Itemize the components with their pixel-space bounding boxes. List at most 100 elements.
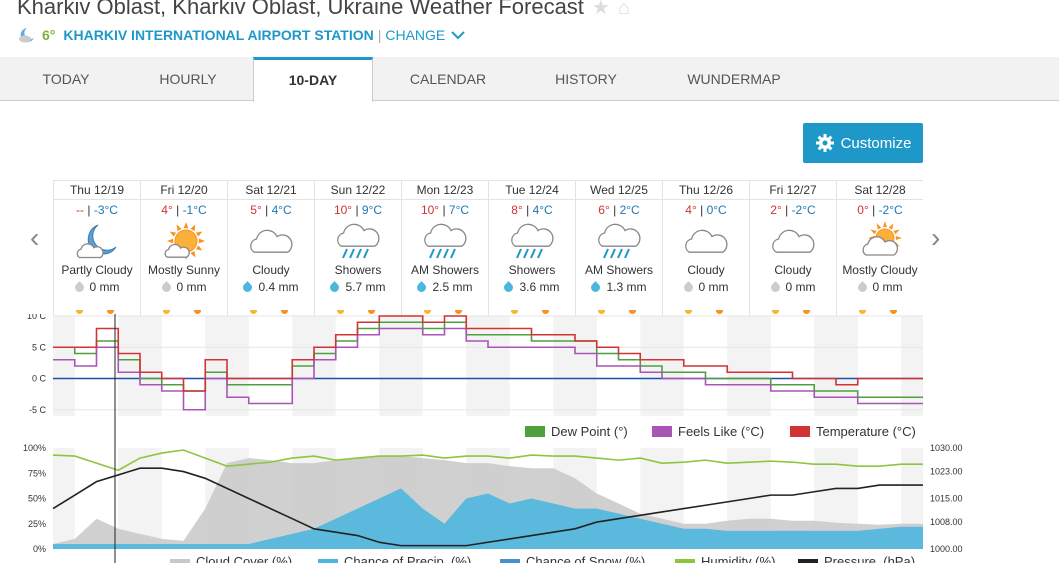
day-hi-lo: 5° | 4°C: [250, 203, 292, 217]
day-hi-lo: -- | -3°C: [76, 203, 118, 217]
station-name[interactable]: KHARKIV INTERNATIONAL AIRPORT STATION: [63, 27, 374, 43]
tab-bar: TODAY HOURLY 10-DAY CALENDAR HISTORY WUN…: [0, 57, 1059, 102]
sunrise-sunset-marks: [576, 310, 662, 316]
day-condition: Mostly Cloudy: [842, 263, 918, 277]
night-band: [901, 316, 923, 416]
day-precip-amount: 0 mm: [176, 280, 207, 294]
day-precip: 0 mm: [141, 280, 227, 295]
pressure-line: [52, 467, 923, 547]
night-band: [140, 448, 162, 549]
raindrop-icon: [328, 281, 342, 295]
cloudy-icon: [685, 229, 728, 253]
day-condition: Cloudy: [774, 263, 812, 277]
next-days-chevron-right-icon[interactable]: ›: [931, 222, 941, 253]
legend-swatch: [170, 558, 190, 563]
day-precip-amount: 0 mm: [872, 280, 903, 294]
day-hi-lo: 8° | 4°C: [511, 203, 553, 217]
day-date: Sat 12/28: [837, 181, 923, 200]
day-precip-amount: 5.7 mm: [345, 280, 386, 294]
legend-precip[interactable]: Chance of Precip. (%): [318, 554, 471, 563]
change-station-link[interactable]: CHANGE: [385, 27, 446, 43]
sunset-icon: [281, 310, 289, 314]
day-high: 5°: [250, 203, 262, 217]
legend-cloud-cover[interactable]: Cloud Cover (%): [170, 554, 292, 563]
raindrop-icon: [241, 281, 255, 295]
day-precip-amount: 0 mm: [698, 280, 729, 294]
chevron-down-icon[interactable]: [450, 29, 466, 41]
raindrop-icon: [768, 281, 782, 295]
raindrop-icon: [589, 281, 603, 295]
day-precip-amount: 3.6 mm: [519, 280, 560, 294]
gear-icon: [815, 134, 834, 152]
forecast-days: Thu 12/19 -- | -3°C Partly Cloudy 0 mm Fri 1…: [53, 180, 923, 317]
day-precip: 0 mm: [663, 280, 749, 295]
tab-wundermap[interactable]: WUNDERMAP: [687, 71, 781, 87]
night-band: [140, 316, 162, 416]
showers-icon: [511, 223, 554, 259]
day-column[interactable]: Thu 12/26 4° | 0°C Cloudy 0 mm: [662, 181, 749, 317]
sunrise-sunset-marks: [228, 310, 314, 316]
day-condition: AM Showers: [584, 263, 654, 277]
day-column[interactable]: Fri 12/27 2° | -2°C Cloudy 0 mm: [749, 181, 836, 317]
day-column[interactable]: Sun 12/22 10° | 9°C Showers 5.7 mm: [314, 181, 401, 317]
sunrise-icon: [249, 310, 257, 314]
day-column[interactable]: Wed 12/25 6° | 2°C AM Showers 1.3 mm: [575, 181, 662, 317]
day-low: 9°C: [361, 203, 383, 217]
sunrise-icon: [510, 310, 518, 314]
sunset-icon: [455, 310, 463, 314]
day-column[interactable]: Sat 12/28 0° | -2°C Mostly Cloudy 0 mm: [836, 181, 923, 317]
prev-days-chevron-left-icon[interactable]: ‹: [30, 222, 40, 253]
tab-history[interactable]: HISTORY: [555, 71, 617, 87]
night-band: [314, 316, 336, 416]
pressure-y-tick-label: 1000.00: [930, 544, 963, 554]
day-hi-lo: 4° | -1°C: [161, 203, 207, 217]
legend-temperature[interactable]: Temperature (°C): [790, 424, 916, 439]
day-high: 6°: [598, 203, 610, 217]
tab-hourly[interactable]: HOURLY: [159, 71, 217, 87]
legend-label: Temperature (°C): [816, 424, 916, 439]
cloudy-icon: [250, 229, 293, 253]
home-icon[interactable]: ⌂: [617, 0, 630, 19]
night-band: [575, 316, 597, 416]
day-high: 0°: [857, 203, 869, 217]
day-precip: 3.6 mm: [489, 280, 575, 295]
sunrise-sunset-marks: [315, 310, 401, 316]
station-bar: 6° KHARKIV INTERNATIONAL AIRPORT STATION…: [18, 26, 466, 44]
day-precip: 1.3 mm: [576, 280, 662, 295]
temp-series-line: [53, 315, 923, 392]
forecast-chart: 10 C 5 C 0 C -5 C 100% 75% 50% 25% 0% 1030.00 1023…: [0, 306, 1059, 563]
percent-y-tick-label: 0%: [33, 544, 46, 554]
day-date: Sat 12/21: [228, 181, 314, 200]
tab-10-day[interactable]: 10-DAY: [253, 57, 373, 102]
day-column[interactable]: Fri 12/20 4° | -1°C Mostly Sunny 0 mm: [140, 181, 227, 317]
sunset-icon: [890, 310, 898, 314]
legend-dew-point[interactable]: Dew Point (°): [525, 424, 628, 439]
sunrise-icon: [771, 310, 779, 314]
sunrise-sunset-marks: [402, 310, 488, 316]
day-column[interactable]: Sat 12/21 5° | 4°C Cloudy 0.4 mm: [227, 181, 314, 317]
sunrise-sunset-marks: [837, 310, 923, 316]
tab-calendar[interactable]: CALENDAR: [409, 71, 487, 87]
day-date: Fri 12/27: [750, 181, 836, 200]
legend-snow[interactable]: Chance of Snow (%): [500, 554, 645, 563]
sunset-icon: [716, 310, 724, 314]
customize-button[interactable]: Customize: [803, 123, 923, 163]
day-column[interactable]: Thu 12/19 -- | -3°C Partly Cloudy 0 mm: [53, 181, 140, 317]
day-hi-lo: 10° | 9°C: [333, 203, 383, 217]
favorite-star-icon[interactable]: ★: [591, 0, 610, 19]
raindrop-icon: [855, 281, 869, 295]
day-hi-lo: 2° | -2°C: [770, 203, 816, 217]
legend-humidity[interactable]: Humidity (%): [675, 554, 775, 563]
day-date: Mon 12/23: [402, 181, 488, 200]
day-hi-lo: 6° | 2°C: [598, 203, 640, 217]
night-band: [727, 316, 749, 416]
day-column[interactable]: Tue 12/24 8° | 4°C Showers 3.6 mm: [488, 181, 575, 317]
tab-today[interactable]: TODAY: [42, 71, 90, 87]
day-column[interactable]: Mon 12/23 10° | 7°C AM Showers 2.5 mm: [401, 181, 488, 317]
page-title: Kharkiv Oblast, Kharkiv Oblast, Ukraine …: [17, 0, 630, 20]
day-date: Thu 12/26: [663, 181, 749, 200]
legend-feels-like[interactable]: Feels Like (°C): [652, 424, 764, 439]
legend-pressure[interactable]: Pressure. (hPa): [798, 554, 915, 563]
pressure-y-tick-label: 1030.00: [930, 443, 963, 453]
sunrise-sunset-marks: [141, 310, 227, 316]
